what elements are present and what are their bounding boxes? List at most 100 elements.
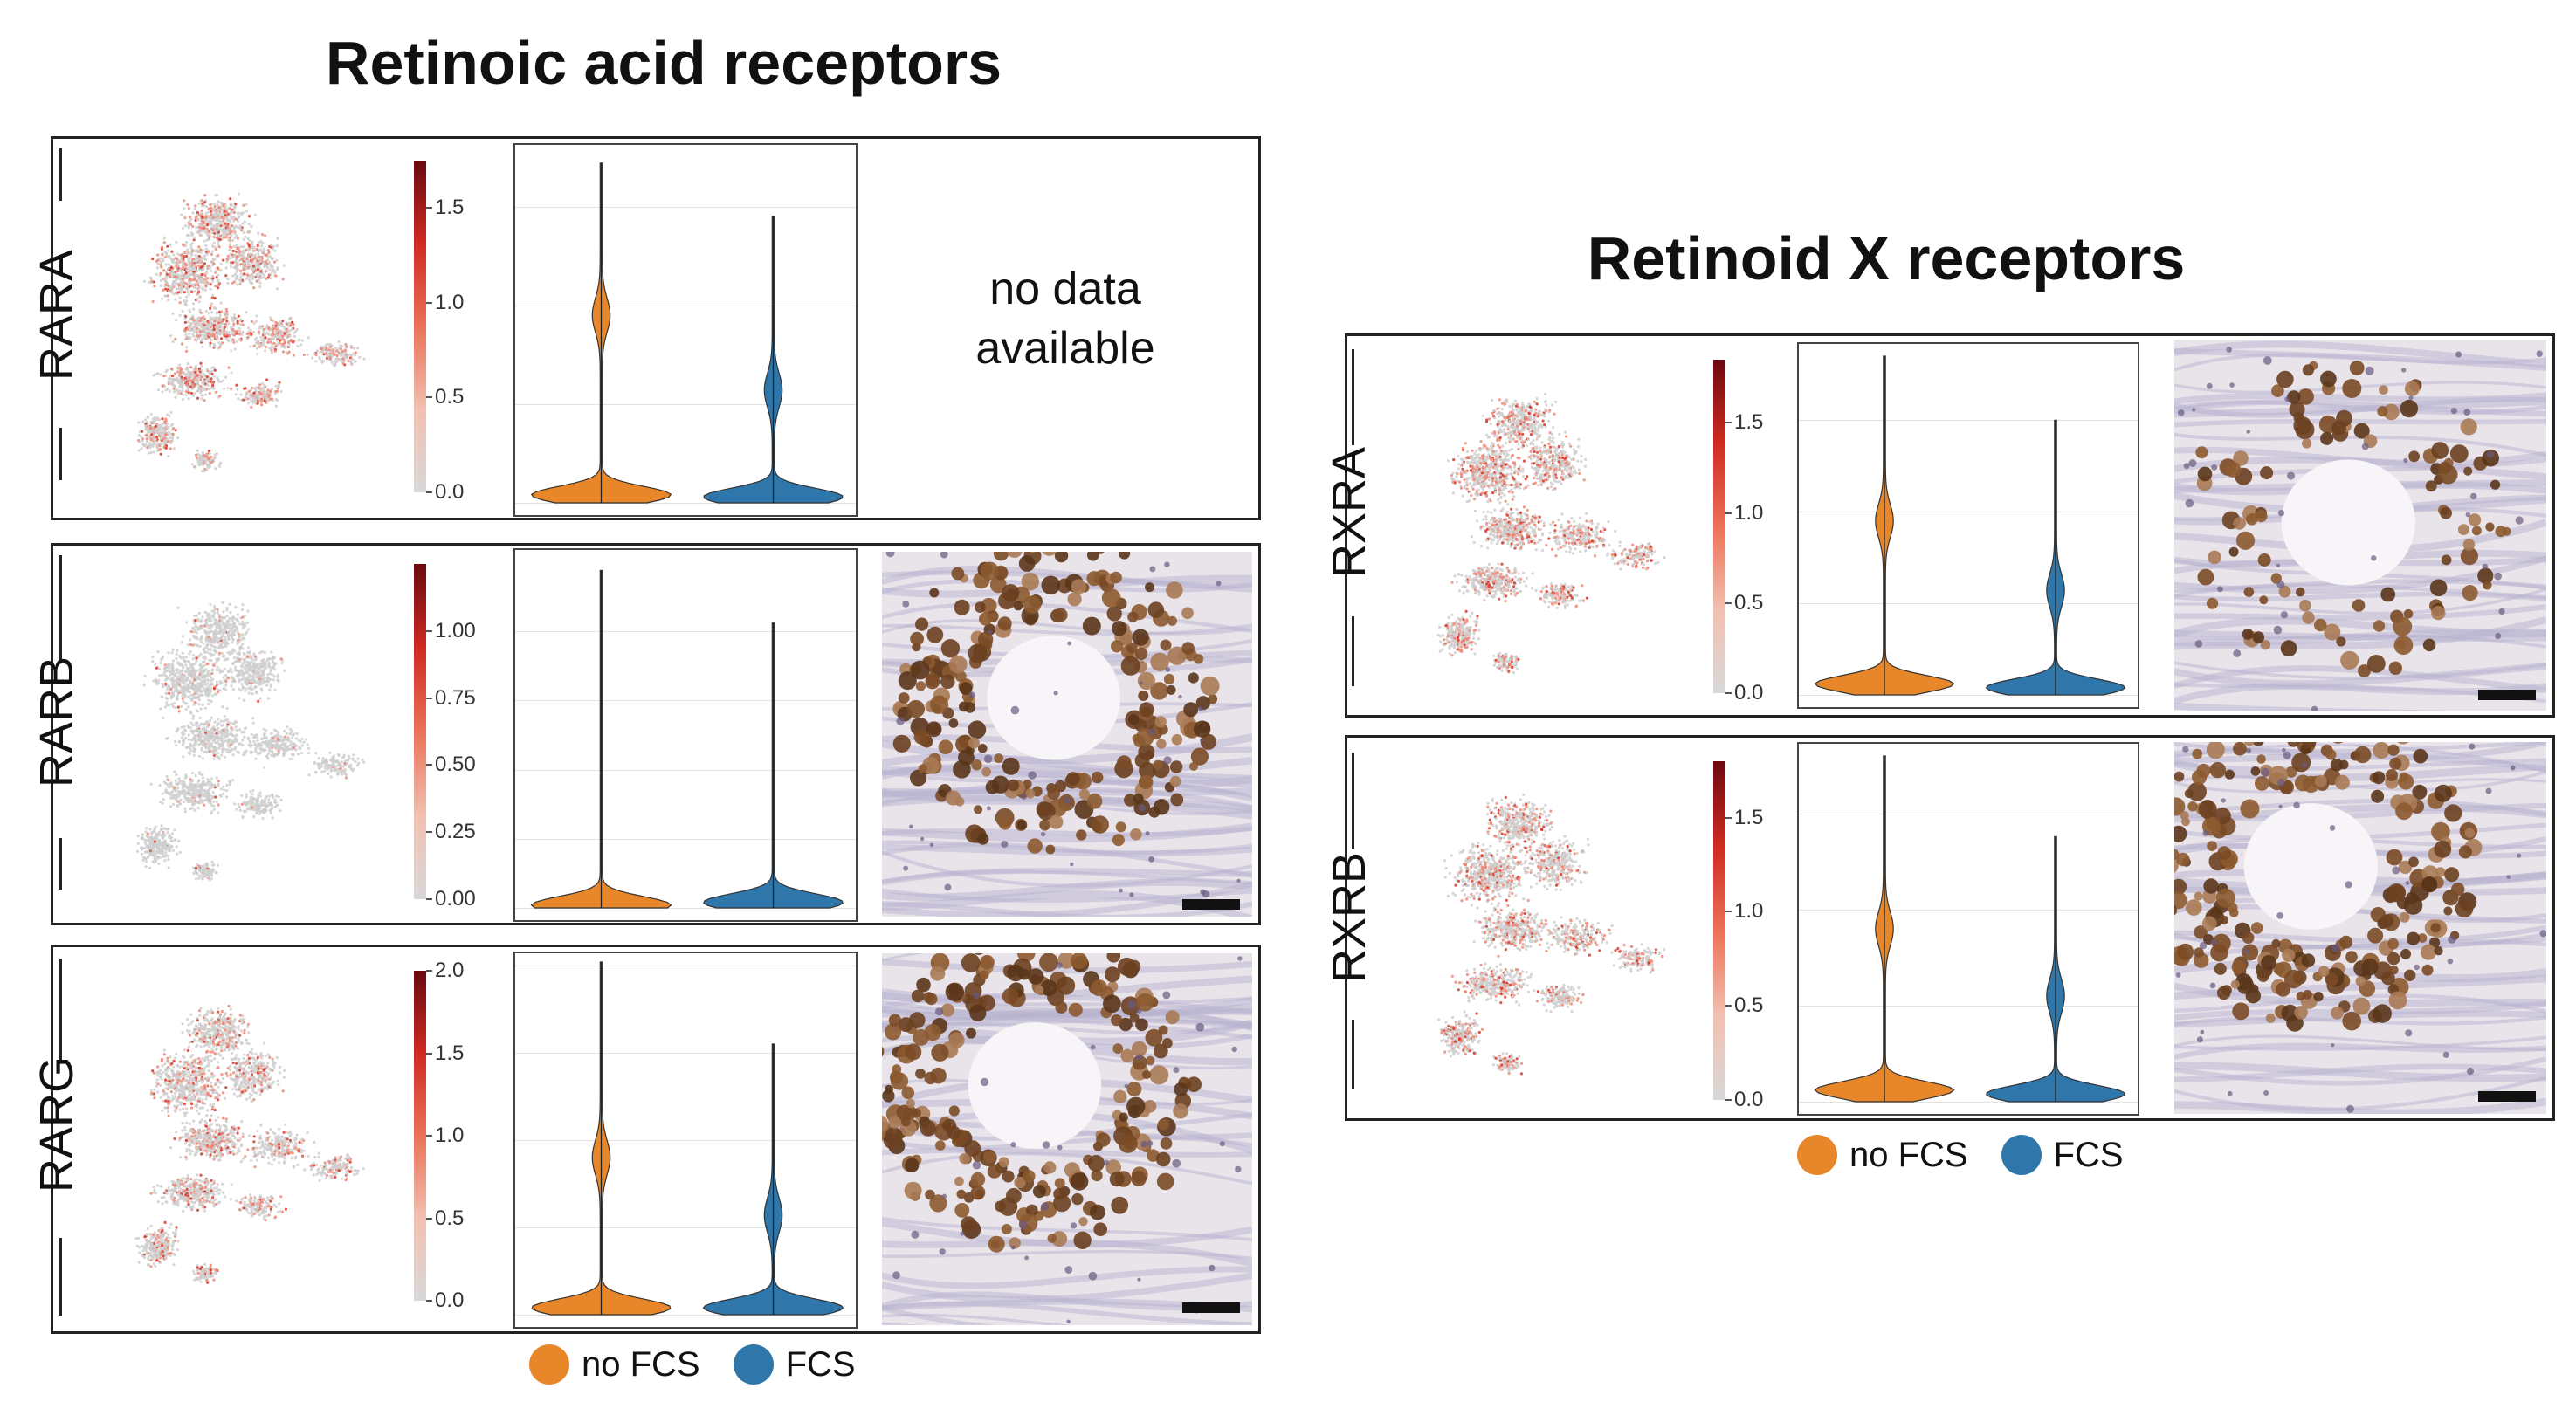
colorbar-tickmark <box>426 396 432 399</box>
legend-swatch-no-fcs <box>529 1344 569 1385</box>
legend-left: no FCS FCS <box>529 1344 889 1385</box>
scale-bar <box>2478 690 2536 700</box>
violin-plot-rarg <box>513 952 858 1329</box>
colorbar-tickmark <box>426 697 432 699</box>
colorbar-tickmark <box>426 629 432 632</box>
histology-image-rxra <box>2174 340 2546 711</box>
violin-gridline <box>1799 1006 2138 1007</box>
violin-gridline <box>1799 695 2138 696</box>
colorbar-tick-label: 1.0 <box>1734 899 1764 924</box>
colorbar-tick-label: 1.5 <box>435 1041 465 1065</box>
gene-label-tick <box>1352 349 1354 445</box>
gene-label-tick <box>59 555 62 660</box>
colorbar-tickmark <box>1725 1005 1732 1007</box>
colorbar-tickmark <box>1725 911 1732 913</box>
histology-image-rxrb <box>2174 742 2546 1114</box>
gene-label-tick <box>59 959 62 1063</box>
gene-label-tick <box>1352 1020 1354 1089</box>
colorbar-tick-label: 0.5 <box>1734 590 1764 615</box>
no-data-text-line1: no data <box>989 264 1141 314</box>
colorbar-tickmark <box>426 491 432 493</box>
gene-label-tick <box>59 428 62 480</box>
legend-item-no-fcs: no FCS <box>529 1344 700 1385</box>
colorbar-tickmark <box>426 898 432 900</box>
umap-plot-rxrb <box>1437 793 1666 1076</box>
colorbar-tick-label: 0.75 <box>435 685 476 710</box>
violin-gridline <box>515 631 856 633</box>
colorbar-tick-label: 2.0 <box>435 959 465 982</box>
colorbar-tick-label: 0.00 <box>435 887 476 911</box>
legend-swatch-no-fcs <box>1797 1135 1837 1175</box>
violin-gridline <box>515 1315 856 1316</box>
scale-bar <box>1182 899 1240 910</box>
violin-plot-rara <box>513 143 858 517</box>
gene-label-tick <box>1352 753 1354 849</box>
umap-plot-rara <box>137 192 366 473</box>
colorbar-tick-label: 0.5 <box>435 1206 465 1230</box>
colorbar-rxra <box>1713 360 1725 693</box>
violin-gridline <box>515 700 856 702</box>
colorbar-tickmark <box>426 831 432 834</box>
violin-svg <box>531 961 844 1316</box>
gene-label-tick <box>59 1238 62 1316</box>
colorbar-tick-label: 0.5 <box>435 385 465 409</box>
right-title: Retinoid X receptors <box>1587 224 2186 292</box>
scale-bar <box>2478 1091 2536 1102</box>
legend-swatch-fcs <box>733 1344 774 1385</box>
left-title: Retinoic acid receptors <box>325 29 1002 97</box>
colorbar-rara <box>414 161 426 492</box>
violin-gridline <box>515 1140 856 1141</box>
umap-plot-rarg <box>134 1004 365 1284</box>
colorbar-tickmark <box>426 1300 432 1302</box>
colorbar-tick-label: 0.0 <box>1734 681 1764 704</box>
colorbar-tickmark <box>1725 816 1732 819</box>
legend-item-fcs: FCS <box>733 1344 856 1385</box>
violin-gridline <box>515 769 856 771</box>
violin-svg <box>1814 355 2126 696</box>
violin-gridline <box>1799 910 2138 911</box>
colorbar-tickmark <box>1725 692 1732 694</box>
colorbar-tick-label: 1.0 <box>435 1124 465 1147</box>
umap-plot-rxra <box>1436 392 1666 675</box>
histology-image-rarg <box>882 953 1252 1325</box>
colorbar-tick-label: 0.50 <box>435 753 476 777</box>
colorbar-tick-label: 1.00 <box>435 618 476 643</box>
colorbar-rxrb <box>1713 761 1725 1100</box>
colorbar-tickmark <box>1725 1099 1732 1101</box>
colorbar-tick-label: 1.5 <box>1734 410 1764 435</box>
colorbar-tick-label: 0.25 <box>435 820 476 844</box>
violin-gridline <box>515 403 856 405</box>
violin-gridline <box>515 838 856 840</box>
colorbar-tickmark <box>426 1135 432 1137</box>
colorbar-tick-label: 1.0 <box>435 290 465 314</box>
violin-gridline <box>515 503 856 504</box>
violin-plot-rxra <box>1797 342 2139 709</box>
colorbar-tick-label: 0.0 <box>435 480 465 504</box>
gene-label-rara: RARA <box>31 249 83 381</box>
colorbar-tick-label: 1.5 <box>435 196 465 220</box>
colorbar-tickmark <box>1725 422 1732 424</box>
colorbar-tick-label: 1.5 <box>1734 805 1764 829</box>
legend-item-fcs: FCS <box>2001 1135 2124 1175</box>
umap-plot-rarb <box>135 601 366 882</box>
legend-label-no-fcs: no FCS <box>1849 1135 1968 1174</box>
colorbar-tickmark <box>426 1052 432 1055</box>
violin-svg <box>530 569 844 909</box>
violin-svg <box>1814 755 2125 1103</box>
violin-gridline <box>1799 1102 2138 1103</box>
violin-gridline <box>515 1053 856 1054</box>
gene-label-rarb: RARB <box>31 656 83 787</box>
scale-bar <box>1182 1302 1240 1313</box>
colorbar-tickmark <box>426 764 432 766</box>
no-data-text: no data available <box>926 260 1205 378</box>
violin-gridline <box>515 908 856 909</box>
colorbar-rarb <box>414 564 426 899</box>
gene-label-rarg: RARG <box>31 1055 83 1192</box>
colorbar-tick-label: 0.0 <box>1734 1088 1764 1111</box>
legend-label-fcs: FCS <box>785 1344 856 1384</box>
violin-plot-rxrb <box>1797 742 2139 1116</box>
colorbar-tickmark <box>426 1217 432 1220</box>
legend-swatch-fcs <box>2001 1135 2042 1175</box>
legend-item-no-fcs: no FCS <box>1797 1135 1968 1175</box>
colorbar-rarg <box>414 971 426 1301</box>
